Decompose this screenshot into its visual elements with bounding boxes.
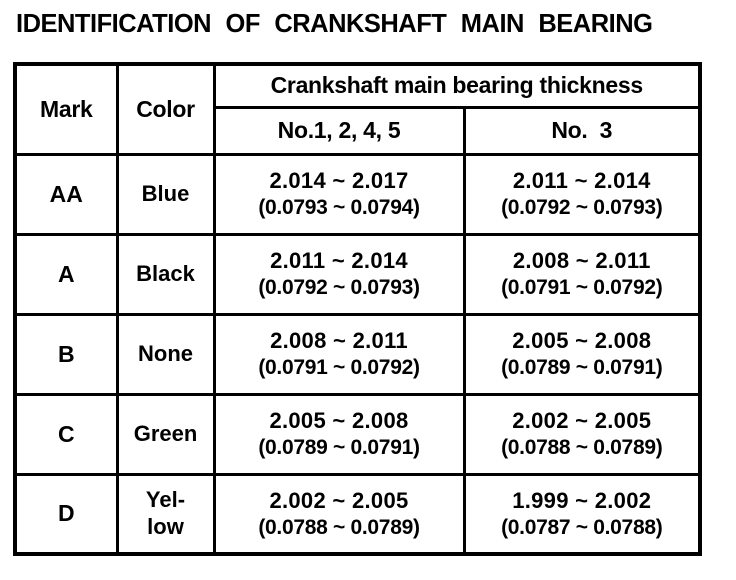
mark-cell: A — [13, 232, 119, 316]
thickness-inches: (0.0788 ~ 0.0789) — [501, 436, 663, 459]
thickness-1245-cell: 2.014 ~ 2.017 (0.0793 ~ 0.0794) — [212, 152, 466, 236]
thickness-mm: 2.011 ~ 2.014 — [270, 248, 408, 273]
header-journal-3-label: No. 3 — [551, 117, 613, 143]
thickness-inches: (0.0788 ~ 0.0789) — [258, 515, 420, 539]
page-title: IDENTIFICATION OF CRANKSHAFT MAIN BEARIN… — [16, 8, 653, 38]
table-row: A Black 2.011 ~ 2.014 (0.0792 ~ 0.0793) … — [13, 232, 702, 316]
table-row: C Green 2.005 ~ 2.008 (0.0789 ~ 0.0791) … — [13, 392, 702, 476]
header-journals-1245-label: No.1, 2, 4, 5 — [277, 117, 401, 143]
thickness-1245-cell: 2.005 ~ 2.008 (0.0789 ~ 0.0791) — [212, 392, 466, 476]
mark-cell: B — [13, 312, 119, 396]
header-color: Color — [115, 62, 216, 156]
color-value: Blue — [141, 180, 190, 206]
thickness-mm: 2.011 ~ 2.014 — [512, 168, 651, 193]
thickness-mm: 2.008 ~ 2.011 — [512, 248, 651, 273]
color-cell: Green — [115, 392, 216, 476]
table-header-row-sub: No.1, 2, 4, 5 No. 3 — [15, 105, 702, 156]
header-mark-label: Mark — [40, 95, 93, 122]
thickness-3-cell: 2.008 ~ 2.011 (0.0791 ~ 0.0792) — [462, 232, 702, 316]
mark-value: AA — [49, 180, 83, 207]
mark-value: C — [57, 420, 75, 447]
thickness-inches: (0.0792 ~ 0.0793) — [258, 276, 420, 299]
color-cell: Yel- low — [115, 472, 216, 556]
header-thickness-group: Crankshaft main bearing thickness — [212, 62, 702, 109]
thickness-1245-cell: 2.008 ~ 2.011 (0.0791 ~ 0.0792) — [212, 312, 466, 396]
thickness-3-cell: 2.011 ~ 2.014 (0.0792 ~ 0.0793) — [462, 152, 702, 236]
thickness-mm: 2.002 ~ 2.005 — [512, 408, 652, 433]
header-thickness-group-label: Crankshaft main bearing thickness — [270, 72, 644, 99]
thickness-3-cell: 2.005 ~ 2.008 (0.0789 ~ 0.0791) — [462, 312, 702, 396]
color-cell: None — [115, 312, 216, 396]
table-row: AA Blue 2.014 ~ 2.017 (0.0793 ~ 0.0794) … — [13, 152, 702, 236]
thickness-3-cell: 2.002 ~ 2.005 (0.0788 ~ 0.0789) — [462, 392, 702, 476]
thickness-1245-cell: 2.011 ~ 2.014 (0.0792 ~ 0.0793) — [212, 232, 466, 316]
color-value: Yel- low — [145, 487, 186, 539]
header-journals-1245: No.1, 2, 4, 5 — [212, 105, 466, 156]
mark-value: A — [57, 260, 75, 287]
color-value: Green — [133, 420, 198, 446]
thickness-1245-cell: 2.002 ~ 2.005 (0.0788 ~ 0.0789) — [212, 472, 466, 556]
mark-cell: AA — [13, 152, 119, 236]
mark-cell: D — [13, 472, 119, 556]
thickness-inches: (0.0791 ~ 0.0792) — [501, 276, 663, 299]
thickness-mm: 1.999 ~ 2.002 — [512, 487, 652, 513]
mark-value: D — [57, 500, 75, 527]
table-row: D Yel- low 2.002 ~ 2.005 (0.0788 ~ 0.078… — [13, 472, 702, 556]
mark-cell: C — [13, 392, 119, 476]
table-header-row-top: Mark Color Crankshaft main bearing thick… — [13, 62, 702, 156]
thickness-mm: 2.014 ~ 2.017 — [269, 168, 409, 193]
table-row: B None 2.008 ~ 2.011 (0.0791 ~ 0.0792) 2… — [13, 312, 702, 396]
header-journal-3: No. 3 — [462, 105, 702, 156]
thickness-inches: (0.0792 ~ 0.0793) — [501, 196, 663, 219]
header-color-label: Color — [136, 95, 195, 122]
thickness-mm: 2.005 ~ 2.008 — [269, 408, 409, 433]
mark-value: B — [57, 340, 75, 367]
color-value: None — [138, 340, 193, 366]
color-cell: Black — [115, 232, 216, 316]
color-value: Black — [136, 260, 195, 286]
thickness-inches: (0.0789 ~ 0.0791) — [501, 356, 663, 379]
color-cell: Blue — [115, 152, 216, 236]
thickness-inches: (0.0793 ~ 0.0794) — [258, 196, 420, 219]
thickness-inches: (0.0787 ~ 0.0788) — [501, 515, 663, 539]
bearing-identification-table: Mark Color Crankshaft main bearing thick… — [13, 62, 702, 556]
thickness-mm: 2.005 ~ 2.008 — [512, 328, 652, 353]
thickness-inches: (0.0789 ~ 0.0791) — [258, 436, 420, 459]
header-mark: Mark — [13, 62, 119, 156]
thickness-inches: (0.0791 ~ 0.0792) — [258, 356, 420, 379]
thickness-mm: 2.002 ~ 2.005 — [269, 487, 409, 513]
thickness-3-cell: 1.999 ~ 2.002 (0.0787 ~ 0.0788) — [462, 472, 702, 556]
thickness-mm: 2.008 ~ 2.011 — [270, 328, 408, 353]
